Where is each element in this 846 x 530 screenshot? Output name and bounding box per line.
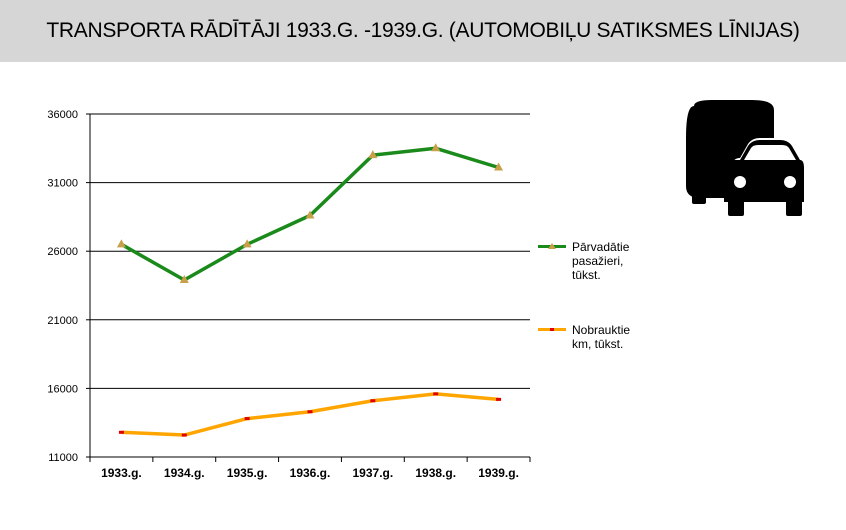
legend-swatch-km — [538, 323, 566, 335]
y-tick-label: 21000 — [47, 315, 78, 327]
data-point-passengers — [242, 239, 252, 248]
line-chart: 36000 31000 26000 21000 16000 11000 1933.g. 193… — [47, 109, 531, 480]
data-point-passengers — [116, 239, 126, 248]
data-point-passengers — [368, 150, 378, 159]
data-point-passengers — [431, 143, 441, 152]
legend-marker-km — [550, 328, 554, 331]
x-tick-label: 1938.g. — [415, 466, 456, 480]
x-tick-label: 1934.g. — [164, 466, 205, 480]
data-point-km — [307, 410, 313, 414]
x-tick-label: 1935.g. — [227, 466, 268, 480]
data-point-km — [244, 417, 250, 421]
series-line-km — [121, 392, 499, 437]
data-point-passengers — [305, 210, 315, 219]
legend-marker-passengers — [548, 243, 556, 249]
x-tick-label: 1937.g. — [353, 466, 394, 480]
data-point-km — [433, 392, 439, 396]
legend-label-passengers: Pārvadātie pasažieri, tūkst. — [572, 240, 630, 282]
data-point-passengers — [179, 275, 189, 284]
data-point-km — [181, 433, 187, 437]
bus-and-car-icon — [686, 100, 804, 216]
x-tick-label: 1939.g. — [478, 466, 519, 480]
y-tick-label: 36000 — [47, 109, 78, 121]
data-point-km — [118, 430, 124, 434]
data-point-km — [370, 399, 376, 403]
data-point-km — [496, 397, 502, 401]
y-tick-label: 31000 — [47, 178, 78, 190]
legend-km: Nobrauktie km, tūkst. — [538, 323, 652, 351]
x-tick-label: 1936.g. — [290, 466, 331, 480]
legend-passengers: Pārvadātie pasažieri, tūkst. — [538, 240, 652, 282]
page-title: TRANSPORTA RĀDĪTĀJI 1933.G. -1939.G. (AU… — [46, 19, 800, 42]
legend-label-km: Nobrauktie km, tūkst. — [572, 323, 631, 351]
y-tick-label: 11000 — [48, 452, 78, 464]
legend-swatch-passengers — [538, 240, 566, 252]
data-point-passengers — [494, 162, 504, 171]
title-bar: TRANSPORTA RĀDĪTĀJI 1933.G. -1939.G. (AU… — [0, 0, 846, 62]
x-tick-label: 1933.g. — [101, 466, 142, 480]
y-tick-label: 26000 — [47, 246, 78, 258]
y-tick-label: 16000 — [47, 383, 78, 395]
